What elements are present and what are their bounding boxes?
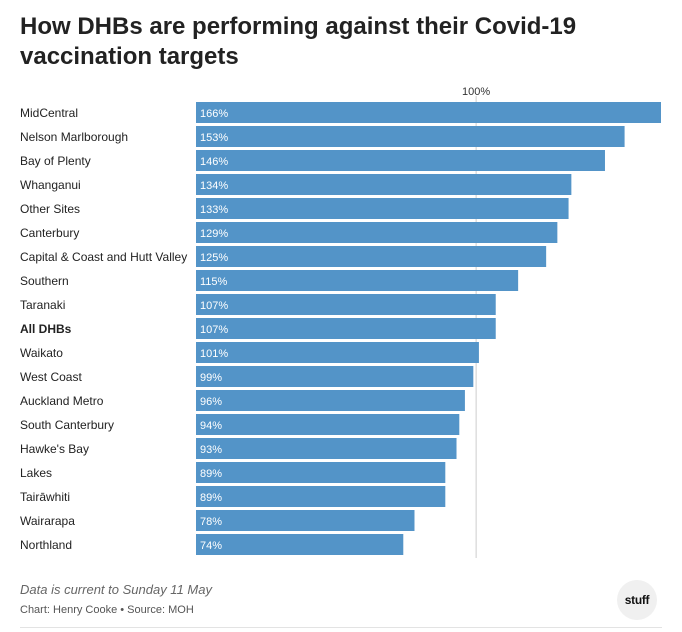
bar <box>196 462 446 483</box>
bar <box>196 510 415 531</box>
bar-value-label: 101% <box>200 348 228 360</box>
bar-value-label: 153% <box>200 132 228 144</box>
category-label: All DHBs <box>20 322 72 336</box>
category-label: Canterbury <box>20 226 79 240</box>
bar <box>196 294 496 315</box>
bar <box>196 222 558 243</box>
bar-value-label: 107% <box>200 324 228 336</box>
category-label: MidCentral <box>20 106 78 120</box>
bar <box>196 270 519 291</box>
bar-value-label: 94% <box>200 420 222 432</box>
stuff-logo-text: stuff <box>624 593 650 607</box>
bar <box>196 366 474 387</box>
bar-value-label: 107% <box>200 300 228 312</box>
bar-value-label: 78% <box>200 516 222 528</box>
bar-value-label: 74% <box>200 540 222 552</box>
bar <box>196 390 465 411</box>
category-label: Wairarapa <box>20 514 75 528</box>
stuff-logo: stuff <box>617 580 657 620</box>
bar <box>196 150 605 171</box>
bar-value-label: 89% <box>200 492 222 504</box>
category-label: Northland <box>20 538 72 552</box>
bar <box>196 438 457 459</box>
bar <box>196 486 446 507</box>
category-label: Waikato <box>20 346 63 360</box>
bar <box>196 414 460 435</box>
category-label: Whanganui <box>20 178 81 192</box>
bar <box>196 126 625 147</box>
category-label: Bay of Plenty <box>20 154 91 168</box>
bar-chart: 100% MidCentral 166% Nelson Marlborough 153%… <box>20 86 661 558</box>
category-label: Hawke's Bay <box>20 442 89 456</box>
chart-title: How DHBs are performing against their Co… <box>20 13 577 70</box>
footer-divider <box>20 627 662 628</box>
bar-value-label: 93% <box>200 444 222 456</box>
category-label: Lakes <box>20 466 52 480</box>
bar <box>196 534 404 555</box>
bar <box>196 198 569 219</box>
category-label: Nelson Marlborough <box>20 130 128 144</box>
category-label: Other Sites <box>20 202 80 216</box>
bar <box>196 102 661 123</box>
bar-value-label: 89% <box>200 468 222 480</box>
bar <box>196 342 479 363</box>
bar-value-label: 129% <box>200 228 228 240</box>
bar <box>196 246 547 267</box>
category-label: Tairāwhiti <box>20 490 70 504</box>
bar-value-label: 125% <box>200 252 228 264</box>
bar-value-label: 96% <box>200 396 222 408</box>
chart-source: Chart: Henry Cooke • Source: MOH <box>20 604 194 616</box>
bar-value-label: 134% <box>200 180 228 192</box>
data-currency-note: Data is current to Sunday 11 May <box>20 582 212 597</box>
bar-value-label: 115% <box>200 276 228 288</box>
category-label: Capital & Coast and Hutt Valley <box>20 250 187 264</box>
bar <box>196 174 572 195</box>
category-label: West Coast <box>20 370 82 384</box>
bar-value-label: 166% <box>200 108 228 120</box>
reference-line-label: 100% <box>462 86 490 98</box>
bar-value-label: 99% <box>200 372 222 384</box>
category-label: Southern <box>20 274 69 288</box>
category-label: South Canterbury <box>20 418 114 432</box>
bar <box>196 318 496 339</box>
bar-value-label: 146% <box>200 156 228 168</box>
bar-value-label: 133% <box>200 204 228 216</box>
category-label: Taranaki <box>20 298 65 312</box>
category-label: Auckland Metro <box>20 394 104 408</box>
